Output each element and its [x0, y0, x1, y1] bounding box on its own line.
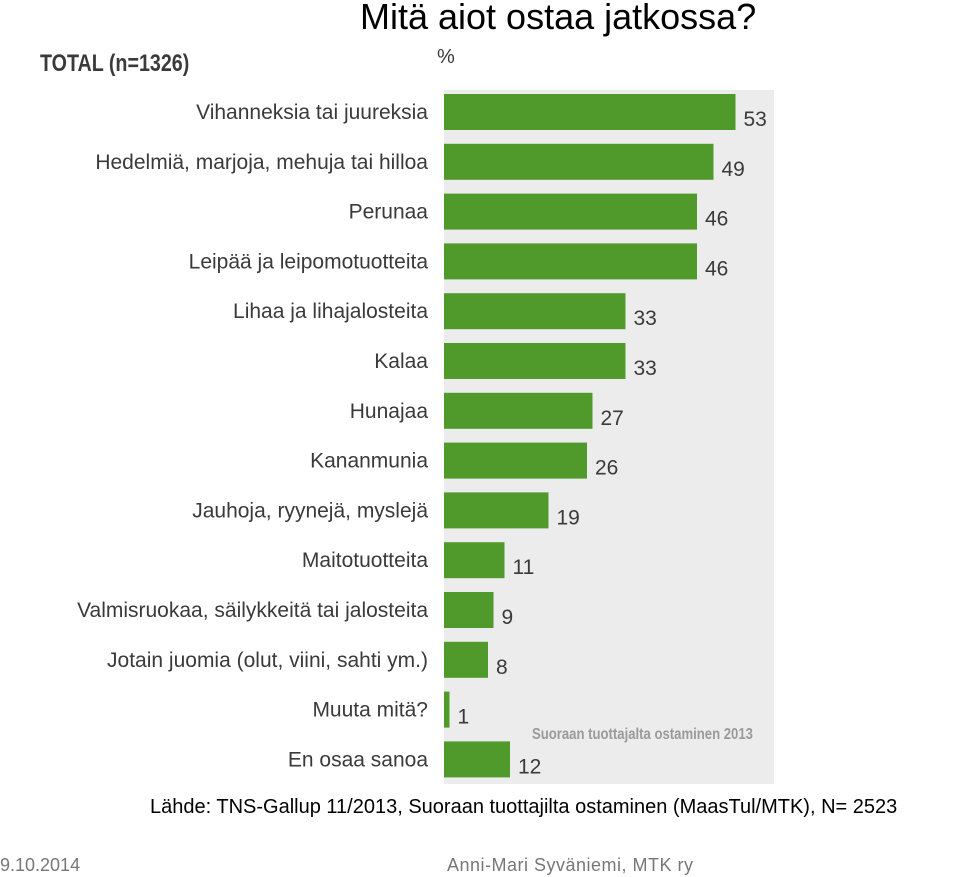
chart-watermark: Suoraan tuottajalta ostaminen 2013 — [532, 726, 753, 743]
value-label: 33 — [634, 357, 657, 380]
value-label: 49 — [722, 158, 745, 181]
chart-total-label: TOTAL (n=1326) — [40, 50, 190, 77]
category-label: En osaa sanoa — [288, 748, 428, 771]
bar — [444, 293, 626, 330]
slide-title: Mitä aiot ostaa jatkossa? — [360, 0, 757, 37]
category-label: Vihanneksia tai juureksia — [196, 101, 428, 124]
value-label: 19 — [557, 506, 580, 529]
bar — [444, 691, 450, 728]
category-label: Kalaa — [374, 350, 428, 373]
bar — [444, 592, 494, 628]
category-label: Perunaa — [349, 201, 429, 224]
category-label: Jauhoja, ryynejä, myslejä — [192, 499, 428, 522]
bar — [444, 641, 488, 678]
bar — [444, 741, 510, 778]
value-label: 27 — [601, 407, 624, 430]
value-label: 8 — [496, 656, 508, 679]
bar — [444, 542, 505, 579]
category-label: Muuta mitä? — [312, 699, 428, 722]
bar — [444, 392, 593, 429]
value-label: 46 — [705, 257, 728, 280]
category-label: Maitotuotteita — [302, 549, 428, 572]
category-label: Jotain juomia (olut, viini, sahti ym.) — [107, 649, 428, 672]
value-label: 46 — [705, 208, 728, 231]
category-label: Leipää ja leipomotuotteita — [189, 250, 429, 273]
value-label: 33 — [634, 307, 657, 330]
value-label: 53 — [744, 108, 767, 131]
category-label: Hedelmiä, marjoja, mehuja tai hilloa — [95, 151, 428, 174]
bar — [444, 94, 736, 130]
value-label: 11 — [513, 556, 535, 579]
value-label: 9 — [502, 606, 514, 629]
footer-author: Anni-Mari Syväniemi, MTK ry — [447, 855, 694, 875]
bar — [444, 243, 697, 280]
bar — [444, 343, 626, 379]
category-label: Kananmunia — [310, 450, 428, 473]
category-label: Valmisruokaa, säilykkeitä tai jalosteita — [77, 599, 428, 622]
category-label: Hunajaa — [350, 400, 429, 423]
source-caption: Lähde: TNS-Gallup 11/2013, Suoraan tuott… — [150, 796, 898, 818]
footer-date: 9.10.2014 — [0, 855, 81, 875]
bar-chart: Vihanneksia tai juureksia 53 Hedelmiä, mar… — [77, 94, 767, 778]
bar — [444, 492, 549, 529]
bar — [444, 143, 714, 180]
value-label: 1 — [458, 706, 470, 729]
value-label: 26 — [595, 457, 618, 480]
bar — [444, 442, 587, 479]
category-label: Lihaa ja lihajalosteita — [233, 300, 428, 323]
chart-unit-label: % — [437, 46, 455, 68]
bar — [444, 193, 697, 230]
value-label: 12 — [518, 755, 541, 778]
